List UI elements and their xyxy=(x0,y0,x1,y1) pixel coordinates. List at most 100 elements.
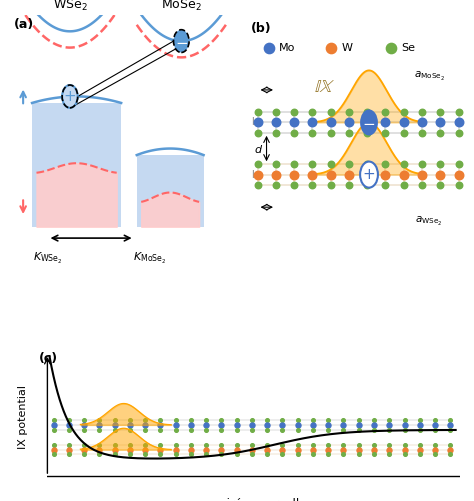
Point xyxy=(187,425,195,433)
Point xyxy=(272,171,280,179)
Point xyxy=(233,450,240,458)
Point xyxy=(218,441,225,449)
Point xyxy=(345,119,353,127)
Point xyxy=(65,421,73,429)
Point xyxy=(202,441,210,449)
Point xyxy=(400,160,408,168)
Point xyxy=(400,119,408,127)
Point xyxy=(382,108,389,116)
Point xyxy=(385,441,393,449)
Point xyxy=(202,450,210,458)
Point xyxy=(187,416,195,424)
Point xyxy=(279,421,286,429)
Point xyxy=(156,446,164,454)
Point xyxy=(50,416,57,424)
Point xyxy=(254,108,262,116)
Point xyxy=(345,108,353,116)
Point xyxy=(309,181,316,189)
Point xyxy=(202,416,210,424)
Point xyxy=(111,441,118,449)
Point xyxy=(111,421,118,429)
Point xyxy=(309,421,317,429)
Point xyxy=(291,171,298,179)
Point xyxy=(233,446,240,454)
Point xyxy=(233,425,240,433)
Point xyxy=(328,44,335,52)
Text: $\mathbb{IX}$: $\mathbb{IX}$ xyxy=(314,78,335,96)
Point xyxy=(96,441,103,449)
Point xyxy=(309,441,317,449)
Point xyxy=(233,421,240,429)
Point xyxy=(272,129,280,137)
Point xyxy=(418,108,426,116)
Point xyxy=(202,425,210,433)
Point xyxy=(80,416,88,424)
Point xyxy=(218,450,225,458)
Point xyxy=(254,181,262,189)
Point xyxy=(370,425,378,433)
Text: $-$: $-$ xyxy=(175,34,188,49)
Point xyxy=(309,425,317,433)
Text: (a): (a) xyxy=(14,19,35,31)
Point xyxy=(385,425,393,433)
Point xyxy=(291,181,298,189)
Point xyxy=(324,416,332,424)
Point xyxy=(309,416,317,424)
Point xyxy=(340,421,347,429)
Point xyxy=(187,421,195,429)
Point xyxy=(291,119,298,127)
Point xyxy=(401,425,408,433)
Point xyxy=(309,450,317,458)
Point xyxy=(309,108,316,116)
Point xyxy=(416,450,424,458)
Point xyxy=(254,129,262,137)
Point xyxy=(141,450,149,458)
Point xyxy=(141,441,149,449)
Point xyxy=(264,441,271,449)
Point xyxy=(187,441,195,449)
Point xyxy=(455,108,462,116)
Point xyxy=(327,181,335,189)
Point xyxy=(294,441,301,449)
Point xyxy=(401,416,408,424)
Point xyxy=(370,421,378,429)
Point xyxy=(96,446,103,454)
Point xyxy=(416,425,424,433)
Point xyxy=(126,425,134,433)
Point xyxy=(111,446,118,454)
Point xyxy=(294,425,301,433)
Point xyxy=(324,441,332,449)
Point xyxy=(248,416,256,424)
Point xyxy=(364,160,371,168)
Point xyxy=(400,108,408,116)
Point xyxy=(80,450,88,458)
Point xyxy=(385,421,393,429)
Point xyxy=(187,446,195,454)
Text: MoSe$_2$: MoSe$_2$ xyxy=(161,0,202,13)
Point xyxy=(400,129,408,137)
Point xyxy=(327,129,335,137)
Point xyxy=(96,416,103,424)
Point xyxy=(279,446,286,454)
Point xyxy=(431,425,439,433)
Point xyxy=(291,129,298,137)
Point xyxy=(50,441,57,449)
Point xyxy=(291,160,298,168)
Point xyxy=(370,450,378,458)
Point xyxy=(218,446,225,454)
Point xyxy=(126,421,134,429)
Point xyxy=(272,181,280,189)
Point xyxy=(254,160,262,168)
Point xyxy=(248,450,256,458)
Point xyxy=(364,108,371,116)
Point xyxy=(309,129,316,137)
Point xyxy=(355,416,363,424)
Point xyxy=(50,421,57,429)
Point xyxy=(364,171,371,179)
Point xyxy=(364,181,371,189)
Point xyxy=(50,425,57,433)
Point xyxy=(187,450,195,458)
Point xyxy=(65,425,73,433)
Point xyxy=(418,129,426,137)
Point xyxy=(80,421,88,429)
